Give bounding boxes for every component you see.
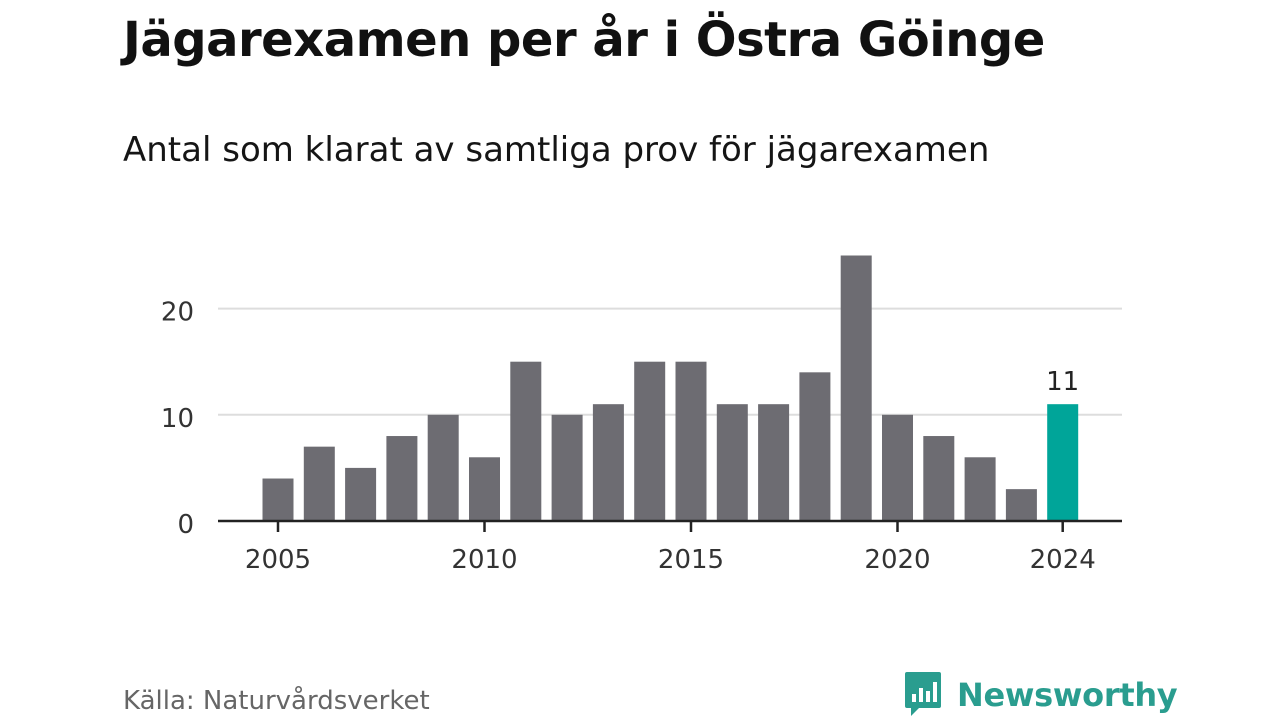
- bar-2007: [345, 467, 377, 521]
- bar-2020: [882, 414, 913, 521]
- chart-title: Jägarexamen per år i Östra Göinge: [123, 12, 1045, 68]
- grid-lines: [218, 307, 1122, 416]
- bar-2008: [386, 436, 418, 521]
- bar-2012: [551, 414, 583, 521]
- data-label-2024: 11: [1046, 367, 1079, 397]
- x-axis: [218, 519, 1122, 532]
- bar-2023: [1005, 489, 1037, 521]
- bar-2009: [427, 414, 459, 521]
- y-tick-label: 20: [161, 298, 194, 328]
- y-tick-label: 10: [161, 404, 194, 434]
- bar-chart-speech-bubble-icon: [905, 672, 941, 716]
- bar-2019: [840, 255, 872, 521]
- x-tick-label: 2010: [451, 545, 517, 575]
- bar-2011: [510, 361, 542, 521]
- bar-2018: [799, 372, 831, 521]
- bar-2017: [758, 404, 790, 521]
- bar-2024: [1047, 404, 1079, 521]
- y-tick-label: 0: [177, 510, 194, 540]
- bar-2005: [262, 478, 294, 521]
- brand-logo[interactable]: Newsworthy: [903, 670, 1178, 720]
- x-tick-label: 2005: [245, 545, 311, 575]
- x-tick-label: 2015: [658, 545, 724, 575]
- labels: 0 10 20 11 2005 2010 2015 2020 2024: [161, 298, 1096, 575]
- source-note: Källa: Naturvårdsverket: [123, 686, 430, 716]
- bar-2016: [716, 404, 748, 521]
- bars: [262, 255, 1079, 521]
- bar-2022: [964, 457, 996, 521]
- bar-2014: [634, 361, 666, 521]
- x-tick-label: 2020: [864, 545, 930, 575]
- bar-2010: [469, 457, 500, 521]
- bar-2015: [675, 361, 707, 521]
- x-tick-label: 2024: [1030, 545, 1096, 575]
- bar-2013: [592, 404, 624, 521]
- bar-2021: [923, 436, 955, 521]
- bar-2006: [303, 446, 335, 521]
- chart-subtitle: Antal som klarat av samtliga prov för jä…: [123, 130, 990, 170]
- brand-name: Newsworthy: [957, 676, 1178, 714]
